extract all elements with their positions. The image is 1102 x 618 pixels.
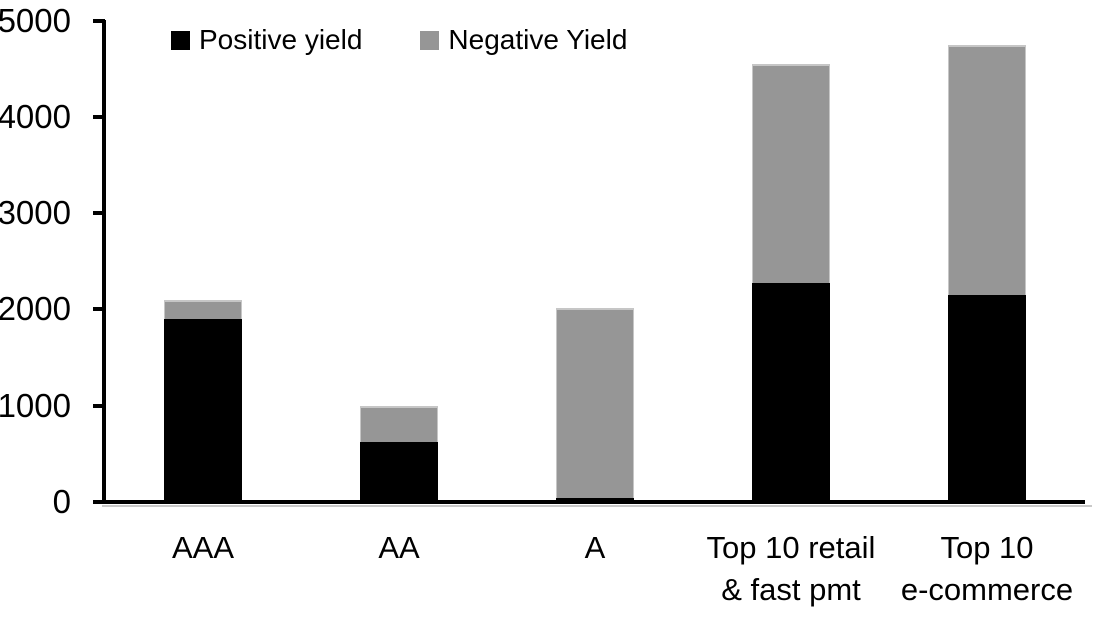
bar-segment-negative-yield-aaa (164, 299, 242, 320)
positive-yield-swatch-icon (171, 30, 190, 50)
y-axis-tick-label-4000: 4000 (0, 97, 71, 135)
x-axis-label-line: Top 10 (940, 530, 1034, 565)
x-axis-label-a: A (485, 527, 705, 569)
bar-aa (360, 405, 438, 502)
bar-a (556, 307, 634, 502)
y-axis-tick-2000 (93, 307, 105, 312)
x-axis-shadow-line (102, 505, 1092, 507)
x-axis-label-top-10-e-commerce: Top 10 e-commerce (877, 527, 1097, 611)
x-axis-label-line: & fast pmt (721, 572, 861, 607)
y-axis-tick-label-1000: 1000 (0, 386, 71, 424)
x-axis-label-top-10-retail-fast-pmt: Top 10 retail & fast pmt (681, 527, 901, 611)
legend-label-positive-yield: Positive yield (199, 24, 363, 55)
bar-segment-positive-yield-top-10-e-commerce (948, 295, 1026, 502)
bar-segment-positive-yield-a (556, 498, 634, 502)
y-axis-tick-0 (93, 500, 105, 504)
y-axis-tick-label-2000: 2000 (0, 290, 71, 328)
x-axis-line (102, 500, 1085, 504)
bar-segment-positive-yield-top-10-retail-fast-pmt (752, 282, 830, 502)
x-axis-label-line: AAA (171, 530, 235, 565)
legend-item-negative-yield: Negative Yield (420, 26, 627, 54)
x-axis-label-aaa: AAA (93, 527, 313, 569)
x-axis-label-line: AA (378, 530, 420, 565)
x-axis-label-line: A (584, 530, 606, 565)
y-axis-tick-label-5000: 5000 (0, 1, 71, 39)
bar-segment-negative-yield-aa (360, 405, 438, 443)
y-axis-tick-5000 (93, 18, 105, 23)
legend-item-positive-yield: Positive yield (171, 26, 362, 54)
y-axis-line (102, 20, 106, 504)
y-axis-tick-label-3000: 3000 (0, 194, 71, 232)
y-axis-tick-4000 (93, 114, 105, 119)
bar-top-10-retail-fast-pmt (752, 64, 830, 502)
negative-yield-swatch-icon (420, 30, 440, 50)
y-axis-tick-label-0: 0 (52, 483, 71, 520)
bar-aaa (164, 299, 242, 502)
bar-segment-negative-yield-top-10-e-commerce (948, 44, 1026, 296)
x-axis-label-line: e-commerce (900, 572, 1074, 607)
x-axis-label-line: Top 10 retail (706, 530, 876, 565)
chart-legend: Positive yield Negative Yield (171, 26, 627, 54)
bar-top-10-e-commerce (948, 44, 1026, 502)
x-axis-label-aa: AA (289, 527, 509, 569)
y-axis-tick-3000 (93, 211, 105, 216)
bar-segment-negative-yield-a (556, 307, 634, 499)
bar-segment-positive-yield-aa (360, 442, 438, 502)
y-axis-tick-1000 (93, 403, 105, 408)
bar-segment-positive-yield-aaa (164, 319, 242, 502)
legend-label-negative-yield: Negative Yield (448, 24, 628, 55)
bar-segment-negative-yield-top-10-retail-fast-pmt (752, 64, 830, 283)
